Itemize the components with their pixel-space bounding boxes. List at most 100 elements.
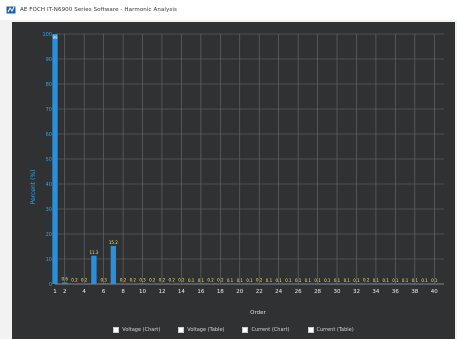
y-tick-label: 40 [46, 182, 52, 188]
x-tick-label: 6 [102, 289, 106, 295]
x-tick-label: 34 [372, 289, 379, 295]
y-tick-label: 100 [42, 32, 52, 38]
chart-grid [54, 33, 444, 285]
bar-value-label: 0.1 [382, 278, 389, 283]
harmonic-bar [159, 283, 165, 284]
y-tick-label: 0 [49, 282, 52, 288]
bar-value-label: 0.1 [227, 278, 234, 283]
harmonic-bar [100, 283, 107, 284]
title-bar: AE FOCH IT-N6900 Series Software - Harmo… [0, 0, 457, 20]
checkbox-icon[interactable] [242, 327, 249, 333]
x-tick-label: 36 [392, 289, 399, 295]
y-tick-label: 70 [46, 107, 52, 113]
bar-value-label: 0.1 [412, 278, 419, 283]
harmonic-bar [52, 34, 58, 284]
checkbox-icon[interactable] [307, 327, 314, 333]
bar-value-label: 15.2 [109, 240, 118, 245]
y-tick-label: 90 [46, 57, 52, 63]
checkbox-icon[interactable] [113, 327, 120, 333]
bar-value-label: 0.1 [266, 278, 273, 283]
bar-value-label: 11.3 [89, 250, 98, 255]
bar-value-label: 0.6 [62, 277, 69, 282]
bar-value-label: 0.2 [256, 278, 263, 283]
bar-value-label: 0.2 [169, 278, 176, 283]
bar-value-label: 0.1 [305, 278, 312, 283]
bar-value-label: 0.1 [237, 278, 244, 283]
harmonic-bar [178, 283, 185, 284]
harmonic-bar [207, 283, 214, 284]
x-tick-label: 8 [121, 289, 125, 295]
chart-bars [52, 34, 437, 284]
x-tick-label: 20 [236, 289, 243, 295]
y-tick-label: 60 [46, 132, 52, 138]
y-axis-label: Percent (%) [30, 170, 37, 205]
legend-label: Current (Chart) [251, 327, 290, 333]
x-tick-label: 10 [139, 289, 146, 295]
x-tick-label: 28 [314, 289, 321, 295]
x-tick-label: 40 [431, 289, 438, 295]
bar-value-label: 0.2 [217, 278, 224, 283]
bar-value-label: 0.2 [120, 278, 127, 283]
bar-value-label: 0.1 [353, 278, 360, 283]
y-tick-label: 10 [46, 257, 52, 263]
bar-value-label: 0.1 [285, 278, 292, 283]
harmonic-bar [91, 255, 97, 284]
legend-label: Current (Table) [316, 327, 354, 333]
bar-value-label: 0.1 [198, 278, 205, 283]
bar-value-label: 0.2 [81, 278, 88, 283]
y-tick-label: 50 [46, 157, 52, 163]
legend-label: Voltage (Table) [187, 327, 225, 333]
y-tick-label: 80 [46, 82, 52, 88]
harmonic-bar-chart[interactable]: 990.6 0.2 0.211.30.315.20.2 0.2 0.3 0.2 0.2 0.2… [12, 22, 455, 339]
harmonic-bar [256, 283, 262, 284]
bar-value-label: 0.1 [295, 278, 302, 283]
x-tick-label: 2 [63, 289, 67, 295]
x-tick-label: 4 [82, 289, 86, 295]
bar-value-label: 0.1 [246, 278, 253, 283]
harmonic-bar [149, 283, 155, 284]
legend-voltage-table[interactable]: Voltage (Table) [178, 327, 224, 333]
bar-value-label: 0.1 [402, 278, 409, 283]
window-title: AE FOCH IT-N6900 Series Software - Harmo… [20, 7, 177, 13]
legend-current-table[interactable]: Current (Table) [307, 327, 354, 333]
chart-legend: Voltage (Chart) Voltage (Table) Current … [12, 324, 455, 336]
checkbox-icon[interactable] [178, 327, 185, 333]
bar-value-label: 0.1 [431, 278, 438, 283]
harmonic-bar [71, 283, 78, 284]
bar-value-label: 0.1 [275, 278, 282, 283]
bar-value-label: 0.1 [373, 278, 380, 283]
harmonic-bar [62, 282, 68, 284]
app-logo-icon [6, 5, 16, 15]
harmonic-bar [363, 283, 369, 284]
x-axis-ticks: 1 2 4 6 8 10 12 14 16 18 20 22 24 26 28 30 32 34 36 38 40 [53, 289, 438, 295]
harmonic-bar [120, 283, 126, 284]
legend-voltage-chart[interactable]: Voltage (Chart) [113, 327, 160, 333]
bar-value-label: 0.2 [130, 278, 137, 283]
bar-value-label: 0.1 [334, 278, 341, 283]
bar-value-label: 0.2 [178, 278, 185, 283]
x-axis-label: Order [250, 310, 266, 316]
bar-value-label: 0.1 [421, 278, 428, 283]
bar-value-label: 0.1 [392, 278, 399, 283]
bar-value-label: 0.1 [314, 278, 321, 283]
x-tick-label: 18 [217, 289, 224, 295]
x-tick-label: 22 [256, 289, 263, 295]
x-tick-label: 38 [411, 289, 418, 295]
x-tick-label: 32 [353, 289, 360, 295]
bar-value-label: 0.1 [324, 278, 331, 283]
bar-value-label: 0.1 [188, 278, 195, 283]
legend-current-chart[interactable]: Current (Chart) [242, 327, 290, 333]
bar-value-label: 0.2 [149, 278, 156, 283]
x-tick-label: 30 [334, 289, 341, 295]
chart-data-labels: 990.6 0.2 0.211.30.315.20.2 0.2 0.3 0.2 0.2 0.2… [52, 35, 437, 283]
y-tick-label: 20 [46, 232, 52, 238]
bar-value-label: 0.3 [139, 277, 146, 282]
bar-value-label: 0.2 [207, 278, 214, 283]
x-tick-label: 14 [178, 289, 185, 295]
legend-label: Voltage (Chart) [122, 327, 161, 333]
harmonic-bar [110, 246, 117, 284]
bar-value-label: 0.2 [363, 278, 370, 283]
y-axis-ticks: 0 10 20 30 40 50 60 70 80 90 100 [42, 32, 52, 288]
harmonic-plot-panel: 99 0.6 0.2 0.2 11.3 0.3 15.2 0.2 0.2 0.3 0.2 0.2 0.2… [12, 22, 455, 339]
